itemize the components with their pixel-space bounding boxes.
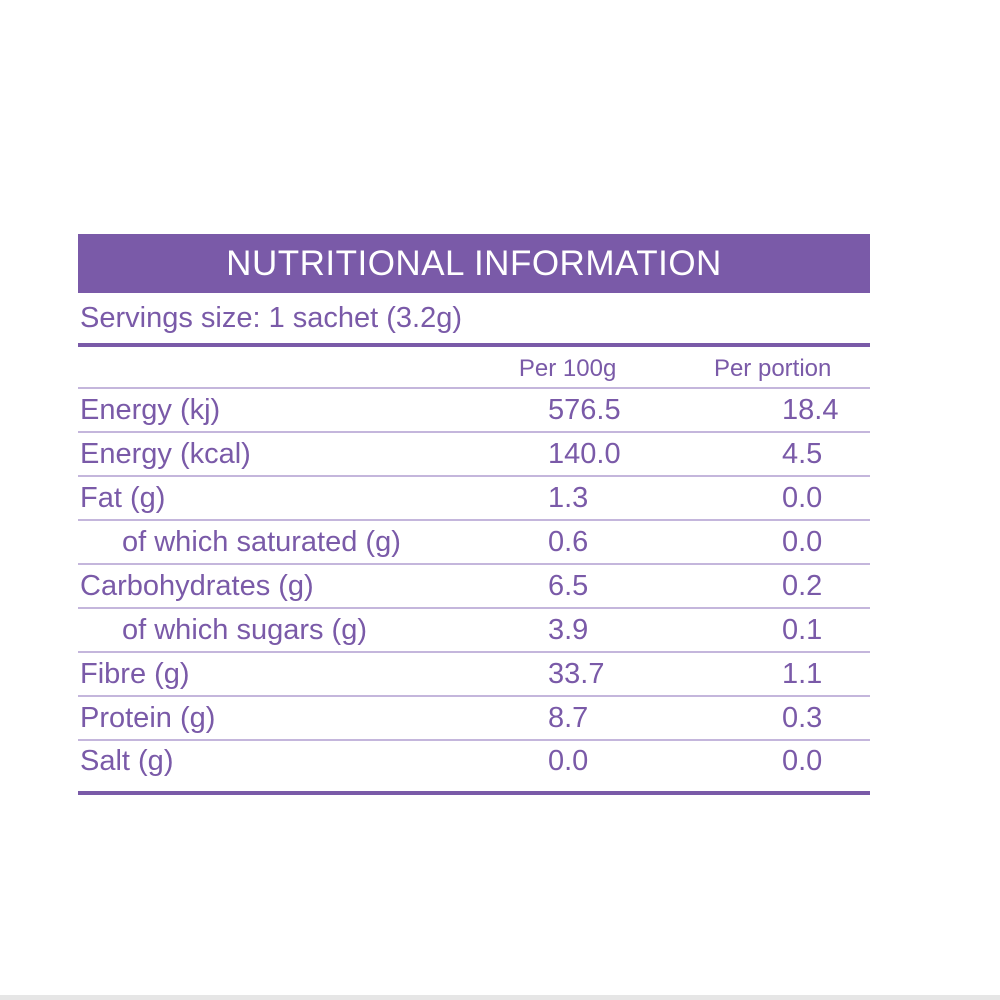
serving-size: Servings size: 1 sachet (3.2g) — [78, 293, 870, 347]
per100-value: 33.7 — [548, 657, 605, 690]
portion-value: 18.4 — [782, 393, 839, 426]
nutrient-name: of which sugars (g) — [122, 613, 367, 646]
per100-value: 576.5 — [548, 393, 621, 426]
table-row: Energy (kj) 576.5 18.4 — [78, 389, 870, 433]
nutrient-name: Energy (kj) — [80, 393, 221, 426]
table-row: Fibre (g) 33.7 1.1 — [78, 653, 870, 697]
portion-value: 0.0 — [782, 525, 823, 558]
nutrition-title: NUTRITIONAL INFORMATION — [226, 243, 722, 283]
column-header-portion: Per portion — [713, 355, 832, 382]
portion-value: 0.2 — [782, 569, 823, 602]
nutrient-name: Salt (g) — [80, 745, 174, 777]
table-row: Salt (g) 0.0 0.0 — [78, 741, 870, 795]
per100-value: 8.7 — [548, 701, 589, 734]
nutrient-name: Carbohydrates (g) — [80, 569, 314, 602]
nutrient-name: Fat (g) — [80, 481, 166, 514]
nutrient-name: Energy (kcal) — [80, 437, 251, 470]
per100-value: 1.3 — [548, 481, 589, 514]
table-row: Protein (g) 8.7 0.3 — [78, 697, 870, 741]
per100-value: 0.0 — [548, 745, 589, 777]
bottom-edge-divider — [0, 995, 1000, 1000]
nutrition-label: NUTRITIONAL INFORMATION Servings size: 1… — [78, 234, 870, 795]
portion-value: 0.0 — [782, 481, 823, 514]
portion-value: 0.0 — [782, 745, 823, 777]
nutrient-name: Fibre (g) — [80, 657, 190, 690]
portion-value: 0.1 — [782, 613, 823, 646]
nutrient-name: of which saturated (g) — [122, 525, 401, 558]
portion-value: 4.5 — [782, 437, 823, 470]
table-row: Carbohydrates (g) 6.5 0.2 — [78, 565, 870, 609]
per100-value: 0.6 — [548, 525, 589, 558]
table-row: of which saturated (g) 0.6 0.0 — [78, 521, 870, 565]
column-header-per100: Per 100g — [518, 355, 617, 382]
per100-value: 140.0 — [548, 437, 621, 470]
portion-value: 0.3 — [782, 701, 823, 734]
per100-value: 3.9 — [548, 613, 589, 646]
nutrition-title-bar: NUTRITIONAL INFORMATION — [78, 234, 870, 293]
per100-value: 6.5 — [548, 569, 589, 602]
table-row: of which sugars (g) 3.9 0.1 — [78, 609, 870, 653]
nutrient-name: Protein (g) — [80, 701, 216, 734]
table-row: Fat (g) 1.3 0.0 — [78, 477, 870, 521]
column-header-row: Per 100g Per portion — [78, 347, 870, 389]
portion-value: 1.1 — [782, 657, 823, 690]
table-row: Energy (kcal) 140.0 4.5 — [78, 433, 870, 477]
